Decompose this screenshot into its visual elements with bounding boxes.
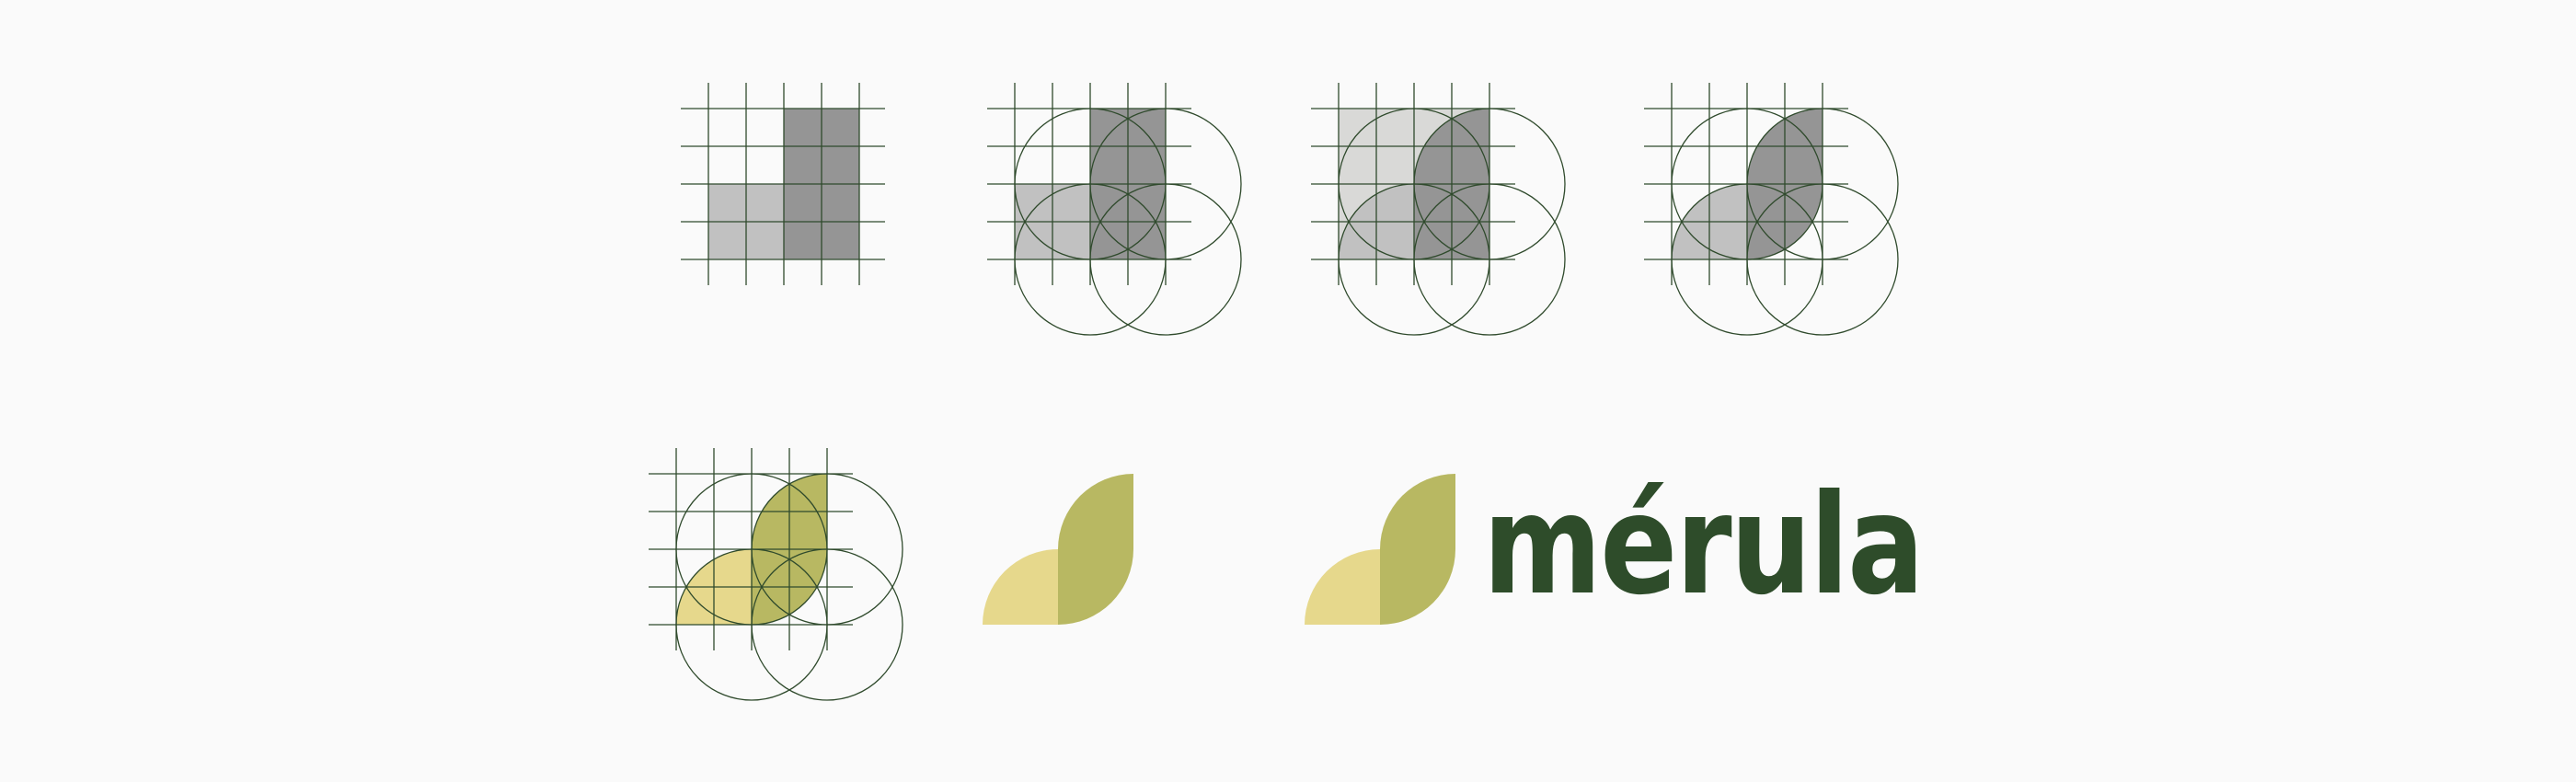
olive-leaf-shape bbox=[1058, 474, 1133, 625]
step-3-circle-cut bbox=[1311, 83, 1566, 336]
step-7-logo-with-wordmark: mérula bbox=[1305, 466, 1925, 626]
construction-circles bbox=[1338, 108, 1566, 336]
yellow-quarter-shape bbox=[983, 549, 1058, 625]
olive-leaf-shape bbox=[1380, 474, 1455, 625]
construction-circles bbox=[1014, 108, 1242, 336]
step-2-circles-overlay bbox=[987, 83, 1242, 336]
construction-circles bbox=[675, 473, 903, 701]
step-4-rounded-shapes bbox=[1644, 83, 1899, 336]
construction-circles bbox=[1671, 108, 1899, 336]
step-5-colored-construction bbox=[649, 448, 903, 701]
yellow-quarter-shape bbox=[1305, 549, 1380, 625]
construction-grid bbox=[681, 83, 885, 285]
logomark bbox=[1305, 474, 1455, 625]
step-1-grid-blocks bbox=[681, 83, 885, 285]
step-6-logomark bbox=[983, 474, 1133, 625]
brand-wordmark: mérula bbox=[1483, 466, 1923, 626]
